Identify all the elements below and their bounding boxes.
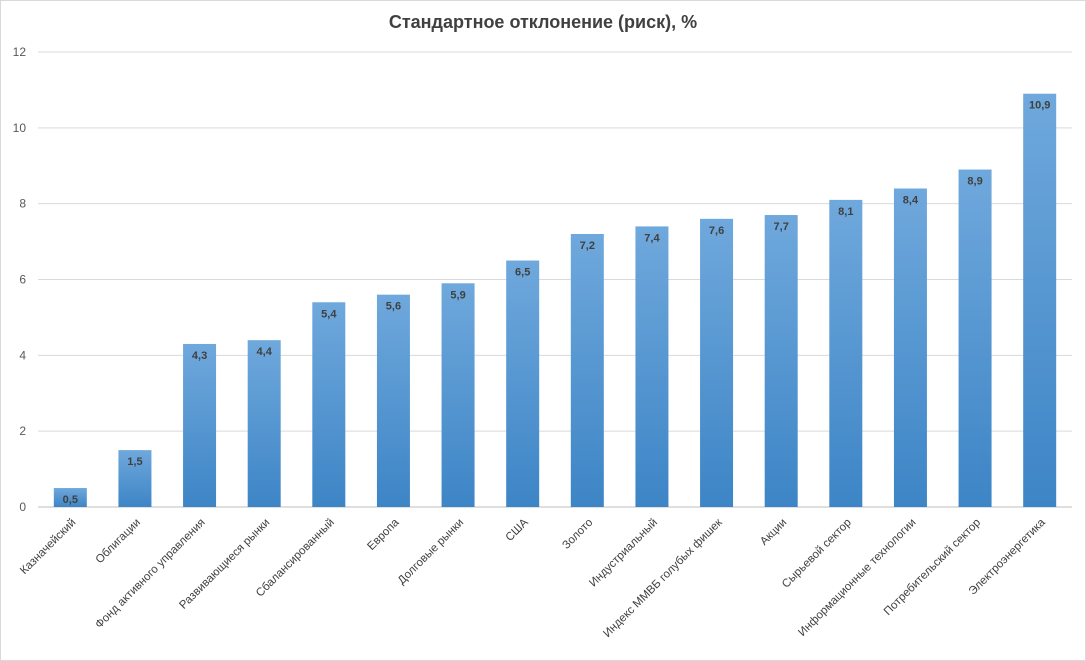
y-tick-label: 12: [13, 45, 27, 59]
bar: [183, 343, 217, 507]
x-category-label: Фонд активного управления: [93, 517, 207, 631]
y-tick-label: 6: [19, 273, 26, 287]
y-tick-label: 4: [19, 348, 26, 362]
data-label: 0,5: [63, 494, 78, 506]
bar: [700, 218, 734, 508]
y-tick-label: 10: [13, 121, 27, 135]
data-label: 10,9: [1029, 100, 1050, 112]
data-label: 1,5: [127, 456, 142, 468]
data-label: 8,1: [838, 206, 853, 218]
bar: [506, 260, 540, 507]
bar: [312, 302, 346, 507]
bar: [958, 169, 992, 507]
bar: [570, 234, 604, 507]
data-label: 7,2: [580, 240, 595, 252]
x-category-label: Индекс ММВБ голубых фишек: [601, 516, 725, 640]
y-tick-label: 2: [19, 424, 26, 438]
data-label: 5,6: [386, 301, 401, 313]
data-label: 7,7: [774, 221, 789, 233]
x-category-label: США: [504, 516, 531, 543]
data-label: 5,9: [450, 289, 465, 301]
x-category-label: Индустриальный: [587, 517, 660, 590]
x-category-label: Информационные технологии: [796, 517, 918, 639]
data-label: 4,3: [192, 350, 207, 362]
data-label: 7,4: [644, 232, 660, 244]
x-category-label: Золото: [560, 517, 595, 552]
data-label: 6,5: [515, 267, 530, 279]
bar: [118, 450, 152, 507]
bars: [53, 93, 1057, 508]
y-tick-label: 8: [19, 197, 26, 211]
y-axis-ticks: 0 2 4 6 8 10 12: [13, 45, 27, 514]
data-label: 8,4: [903, 195, 919, 207]
x-category-label: Сырьевой сектор: [780, 517, 854, 591]
bar: [1023, 93, 1057, 507]
bar: [764, 215, 798, 507]
bar: [441, 283, 475, 507]
y-tick-label: 0: [19, 500, 26, 514]
data-label: 4,4: [257, 346, 273, 358]
x-category-label: Акции: [758, 517, 789, 548]
chart-title: Стандартное отклонение (риск), %: [388, 12, 698, 32]
bar: [829, 199, 863, 507]
bar: [376, 294, 410, 507]
data-labels: 0,5 1,5 4,3 4,4 5,4 5,6 5,9 6,5 7,2 7,4 7,6 7,7 8,1 8…: [63, 100, 1051, 506]
x-category-label: Долговые рынки: [396, 517, 466, 587]
bar: [635, 226, 669, 507]
bar: [247, 340, 281, 507]
data-label: 8,9: [967, 176, 982, 188]
x-category-label: Европа: [365, 516, 402, 553]
bar: [893, 188, 927, 507]
data-label: 7,6: [709, 225, 724, 237]
x-category-label: Облигации: [94, 517, 143, 566]
x-category-label: Казначейский: [18, 517, 78, 577]
bar: [53, 488, 87, 507]
data-label: 5,4: [321, 308, 337, 320]
